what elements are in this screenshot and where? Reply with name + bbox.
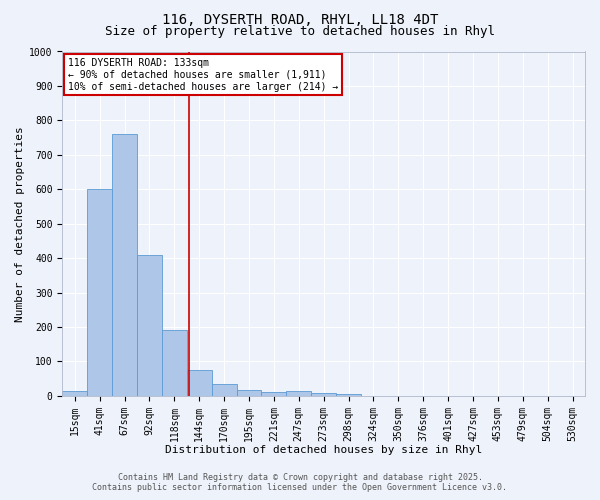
Bar [336,394,361,396]
Bar [112,134,137,396]
Bar [212,384,236,396]
Bar [311,393,336,396]
Bar [262,392,286,396]
Bar [236,390,262,396]
Bar [87,189,112,396]
X-axis label: Distribution of detached houses by size in Rhyl: Distribution of detached houses by size … [165,445,482,455]
Bar [187,370,212,396]
Text: 116, DYSERTH ROAD, RHYL, LL18 4DT: 116, DYSERTH ROAD, RHYL, LL18 4DT [162,12,438,26]
Bar [286,392,311,396]
Y-axis label: Number of detached properties: Number of detached properties [15,126,25,322]
Bar [162,330,187,396]
Text: Contains HM Land Registry data © Crown copyright and database right 2025.
Contai: Contains HM Land Registry data © Crown c… [92,473,508,492]
Bar [137,254,162,396]
Bar [62,390,87,396]
Text: Size of property relative to detached houses in Rhyl: Size of property relative to detached ho… [105,25,495,38]
Text: 116 DYSERTH ROAD: 133sqm
← 90% of detached houses are smaller (1,911)
10% of sem: 116 DYSERTH ROAD: 133sqm ← 90% of detach… [68,58,338,92]
